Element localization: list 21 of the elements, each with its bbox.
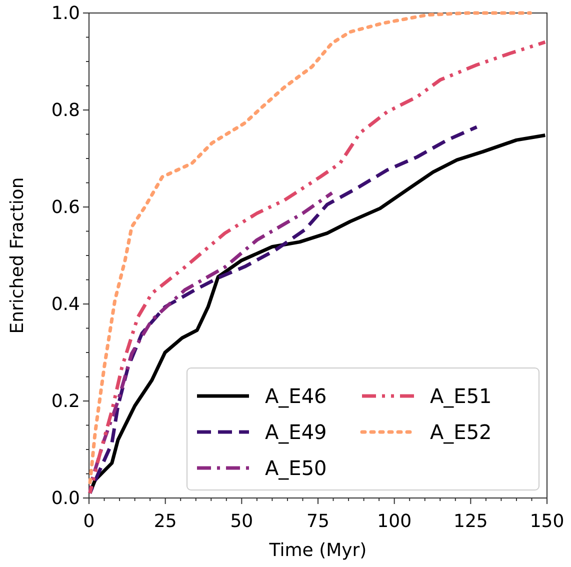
- x-tick-label: 25: [154, 510, 177, 532]
- y-tick-label: 0.8: [51, 100, 80, 121]
- legend-label: A_E50: [265, 456, 327, 480]
- x-axis-title: Time (Myr): [268, 540, 367, 561]
- x-tick-label: 50: [230, 510, 254, 532]
- x-tick-label: 100: [377, 510, 412, 532]
- legend-label: A_E49: [265, 420, 327, 444]
- y-tick-label: 0.2: [51, 390, 80, 412]
- x-tick-label: 150: [530, 510, 564, 532]
- legend-label: A_E51: [430, 384, 492, 408]
- y-tick-label: 0.4: [51, 294, 80, 315]
- y-axis-title: Enriched Fraction: [7, 177, 28, 334]
- x-tick-label: 0: [83, 510, 95, 532]
- legend-label: A_E52: [430, 420, 492, 444]
- y-tick-label: 0.6: [51, 196, 80, 218]
- x-tick-label: 75: [306, 510, 330, 532]
- y-tick-label: 0.0: [51, 488, 80, 509]
- legend-label: A_E46: [265, 384, 327, 408]
- x-tick-label: 125: [453, 510, 488, 532]
- line-series: [88, 191, 334, 495]
- y-tick-label: 1.0: [51, 2, 80, 24]
